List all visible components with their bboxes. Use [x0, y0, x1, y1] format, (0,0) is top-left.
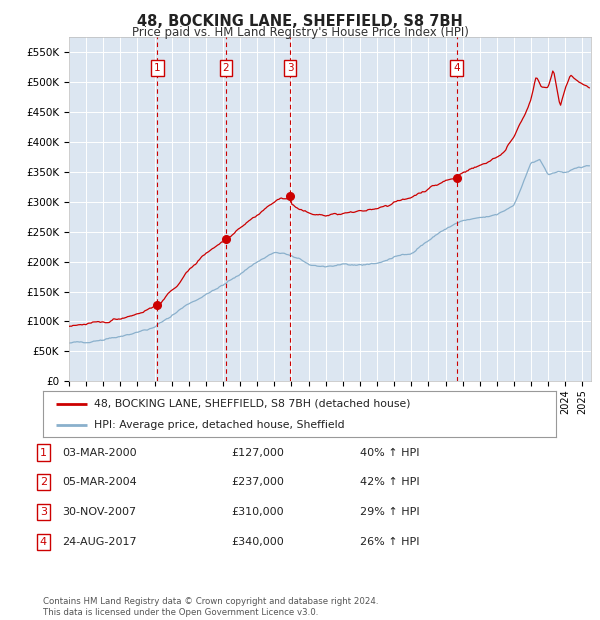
Text: 2: 2 — [40, 477, 47, 487]
Text: 29% ↑ HPI: 29% ↑ HPI — [360, 507, 419, 517]
Text: HPI: Average price, detached house, Sheffield: HPI: Average price, detached house, Shef… — [94, 420, 345, 430]
Text: 1: 1 — [154, 63, 161, 73]
Text: 3: 3 — [40, 507, 47, 517]
Text: 05-MAR-2004: 05-MAR-2004 — [62, 477, 137, 487]
Text: 42% ↑ HPI: 42% ↑ HPI — [360, 477, 419, 487]
Text: 40% ↑ HPI: 40% ↑ HPI — [360, 448, 419, 458]
Text: £237,000: £237,000 — [231, 477, 284, 487]
Text: £340,000: £340,000 — [231, 537, 284, 547]
Text: 4: 4 — [40, 537, 47, 547]
Text: £310,000: £310,000 — [231, 507, 284, 517]
Text: 3: 3 — [287, 63, 293, 73]
Text: 48, BOCKING LANE, SHEFFIELD, S8 7BH (detached house): 48, BOCKING LANE, SHEFFIELD, S8 7BH (det… — [94, 399, 411, 409]
Text: 30-NOV-2007: 30-NOV-2007 — [62, 507, 136, 517]
Text: £127,000: £127,000 — [231, 448, 284, 458]
Text: 24-AUG-2017: 24-AUG-2017 — [62, 537, 136, 547]
Text: 03-MAR-2000: 03-MAR-2000 — [62, 448, 136, 458]
Text: 4: 4 — [454, 63, 460, 73]
Text: 48, BOCKING LANE, SHEFFIELD, S8 7BH: 48, BOCKING LANE, SHEFFIELD, S8 7BH — [137, 14, 463, 29]
Text: Contains HM Land Registry data © Crown copyright and database right 2024.
This d: Contains HM Land Registry data © Crown c… — [43, 598, 379, 617]
Text: Price paid vs. HM Land Registry's House Price Index (HPI): Price paid vs. HM Land Registry's House … — [131, 26, 469, 39]
Text: 26% ↑ HPI: 26% ↑ HPI — [360, 537, 419, 547]
Text: 2: 2 — [223, 63, 229, 73]
Text: 1: 1 — [40, 448, 47, 458]
